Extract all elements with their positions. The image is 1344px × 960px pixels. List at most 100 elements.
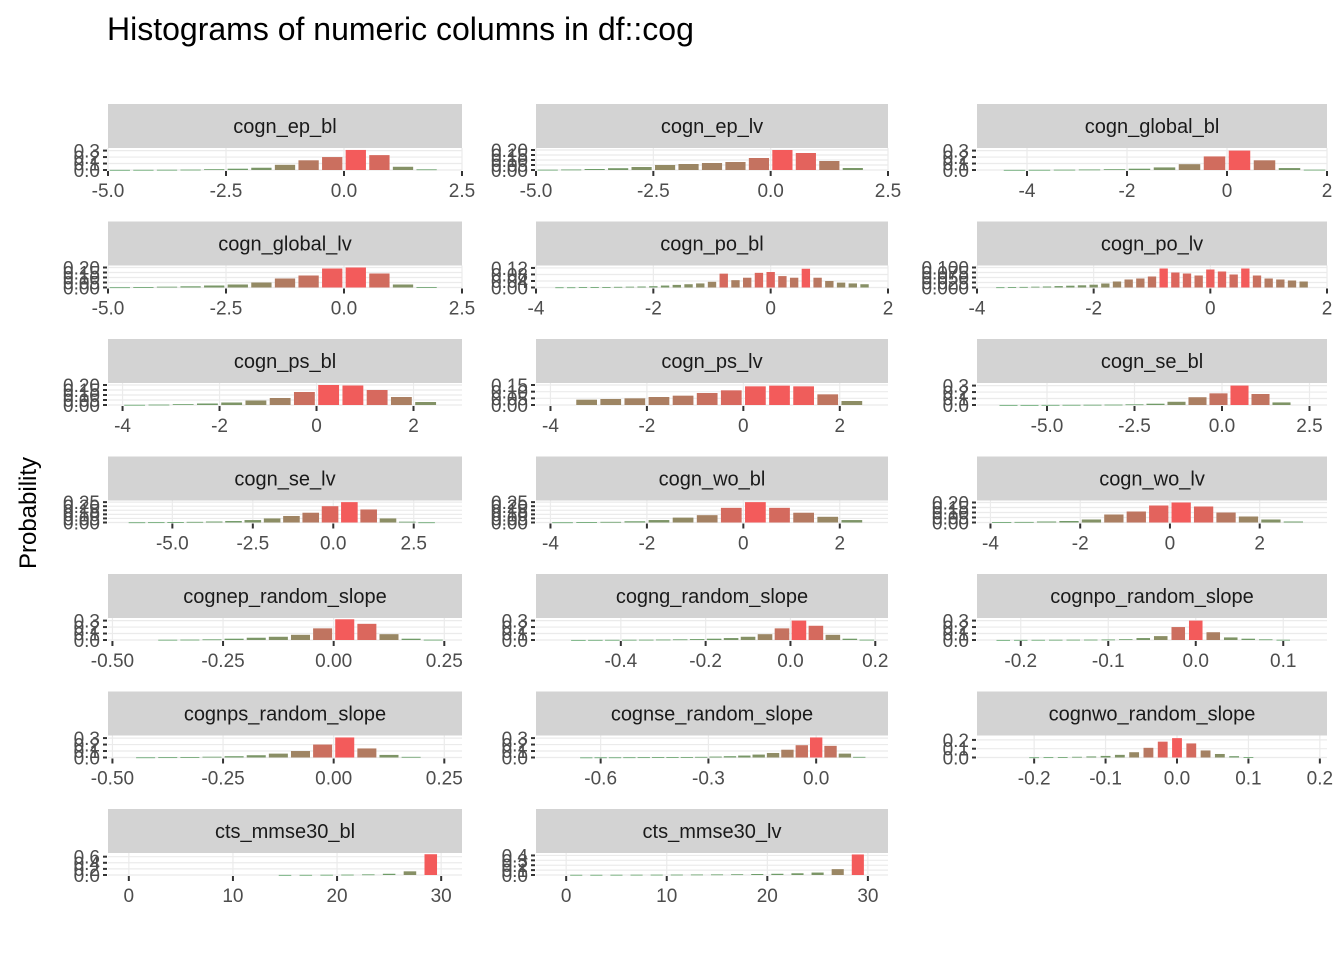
histogram-bar [838,753,852,758]
histogram-bar [322,157,343,170]
panel-cogn_wo_lv: cogn_wo_lv 0.000.050.100.150.20 -4 -2 0 2 [932,456,1327,555]
histogram-bar [133,169,154,171]
panel-cogn_ps_lv: cogn_ps_lv 0.000.050.100.15 -4 -2 0 2 [491,339,888,437]
x-tick-label: 2.5 [401,534,427,555]
histogram-bar [740,636,756,640]
facet-panels: cogn_ep_bl0.00.10.20.3-5.0 -2.5 0.0 2.5cogn… [63,104,1333,907]
histogram-bar [1057,757,1068,758]
x-tick-label: 10 [656,886,677,907]
histogram-bar [1188,620,1203,640]
histogram-bar [672,639,688,641]
histogram-bar [205,521,223,523]
histogram-bar [1078,169,1101,171]
facet-strip-label: cogn_global_bl [1085,116,1220,138]
x-tick-label: 2.5 [1296,416,1322,437]
x-tick-label: 2 [1322,299,1333,320]
histogram-bar [1303,169,1326,171]
x-tick-label: 2.5 [449,181,475,202]
histogram-bar [1036,521,1057,523]
histogram-bar [320,874,333,876]
histogram-bar [1136,638,1151,640]
histogram-bar [1276,279,1285,288]
x-tick-label: 0.0 [1183,651,1209,672]
histogram-bar [1128,168,1151,170]
histogram-bar [158,757,178,759]
x-tick-label: -0.2 [689,651,722,672]
histogram-bar [561,169,582,171]
y-tick-label: 0.00 [491,279,528,300]
x-tick-label: -2 [638,534,655,555]
facet-strip [977,339,1327,383]
histogram-bar [723,638,739,640]
y-tick-label: 0.00 [63,279,100,300]
x-tick-label: -2 [638,416,655,437]
x-tick-label: -0.50 [91,769,134,790]
histogram-bar [690,874,703,876]
x-tick-label: 2.5 [875,181,901,202]
y-tick-label: 0.05 [491,156,528,177]
histogram-bar [1283,521,1303,523]
histogram-bar [335,737,355,758]
x-tick-label: 0.0 [1209,416,1235,437]
histogram-bar [180,756,200,758]
histogram-bar [342,385,364,405]
histogram-bar [841,520,863,523]
x-tick-label: 2 [1254,534,1265,555]
histogram-bar [202,639,222,641]
histogram-bar [227,168,248,170]
histogram-bar [745,502,766,523]
facet-strip [108,809,462,853]
histogram-bar [738,755,751,758]
histogram-bar [689,639,705,640]
histogram-bar [224,756,244,758]
x-tick-label: -2 [1119,181,1136,202]
histogram-bar [817,516,839,523]
histogram-bar [731,874,744,876]
histogram-bar [148,404,170,406]
x-tick-label: 0 [765,299,776,320]
histogram-bar [1178,164,1201,170]
y-tick-label: 0.20 [63,259,100,280]
histogram-bar [204,285,225,288]
x-tick-label: 0.0 [331,181,357,202]
x-tick-label: 0.0 [331,299,357,320]
histogram-bar [401,638,421,640]
facet-strip-label: cognep_random_slope [183,586,387,608]
x-tick-label: 30 [431,886,452,907]
y-tick-label: 0.1 [502,861,528,882]
y-tick-label: 0.0 [943,161,969,182]
histogram-bar [853,756,866,758]
facet-strip [977,221,1327,266]
facet-strip-label: cogn_ep_lv [661,116,763,138]
histogram-bar [172,404,194,405]
histogram-bar [710,874,724,876]
y-tick-label: 0.2 [943,731,969,752]
histogram-bar [781,749,794,758]
y-tick-label: 0.2 [943,618,969,639]
panel-cogn_po_bl: cogn_po_bl 0.000.040.080.12-4 -2 0 2 [491,221,893,320]
y-tick-label: 0.08 [491,265,528,286]
y-tick-label: 0.1 [74,625,100,646]
panel-cts_mmse30_bl: cts_mmse30_bl 0.00.20.40.6 0 10 20 30 [74,809,462,907]
histogram-bar [136,757,156,759]
x-tick-label: 0 [738,534,749,555]
x-tick-label: 0.0 [803,769,829,790]
facet-strip-label: cogn_po_bl [660,234,763,256]
histogram-bar [1014,521,1034,523]
facet-strip [536,456,888,501]
facet-strip-label: cognse_random_slope [611,704,813,726]
x-tick-label: -0.1 [1092,651,1125,672]
histogram-bar [1101,283,1110,288]
x-tick-label: 0.25 [426,769,463,790]
histogram-bar [418,522,435,524]
histogram-bar [1020,404,1039,406]
x-tick-label: -5.0 [92,181,125,202]
histogram-bar [244,520,262,523]
histogram-bar [999,404,1018,406]
histogram-bar [588,639,603,641]
histogram-bar [302,512,320,523]
histogram-bar [1103,169,1126,171]
histogram-bar [156,169,178,171]
facet-strip [536,339,888,383]
y-tick-label: 0.12 [491,259,528,280]
